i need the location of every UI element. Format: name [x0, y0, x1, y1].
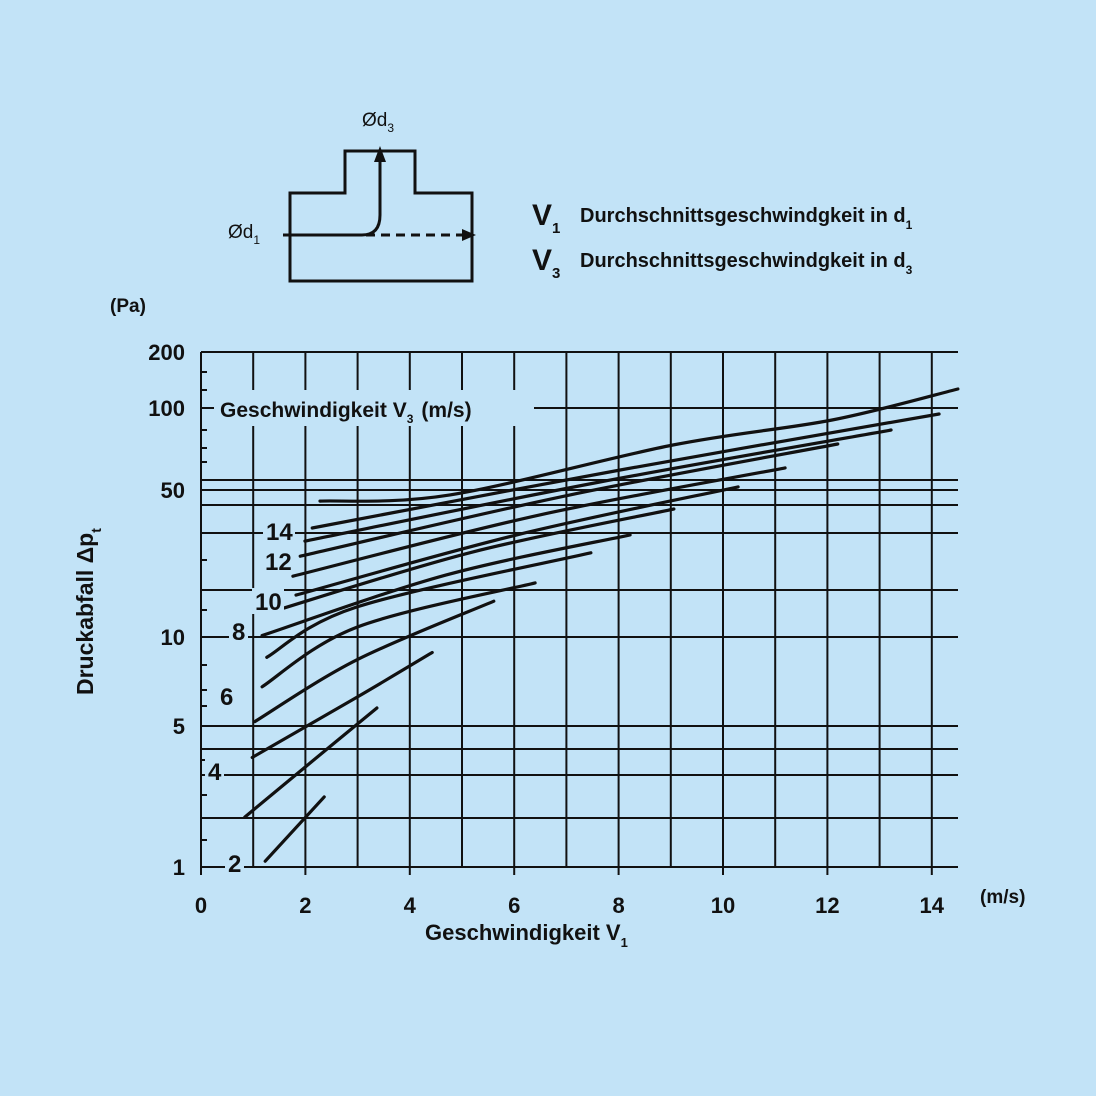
curve-label: 6	[220, 684, 233, 711]
y-tick-label: 100	[148, 396, 185, 421]
arrowhead-up-icon	[374, 146, 386, 162]
x-axis-label: Geschwindigkeit V1	[425, 920, 628, 950]
legend-item-v1: V1Durchschnittsgeschwindgkeit in d1	[532, 199, 913, 237]
curve-label: 4	[208, 759, 222, 786]
series-line-curve-8	[260, 533, 632, 638]
series-line-curve-11	[253, 599, 496, 724]
x-tick-label: 4	[404, 893, 417, 918]
series-line-curve-2	[310, 412, 941, 530]
y-axis-label: Druckabfall Δpt	[72, 528, 104, 695]
legend: V1Durchschnittsgeschwindgkeit in d1 V3Du…	[532, 199, 913, 282]
y-tick-label: 1	[173, 855, 185, 880]
label-d1: Ød1	[228, 222, 260, 247]
y-tick-label: 10	[161, 625, 185, 650]
series-line-curve-13	[243, 706, 379, 819]
curve-label: 10	[255, 589, 282, 616]
curve-label-bg	[252, 588, 284, 614]
x-tick-label: 12	[815, 893, 839, 918]
branch-flow-arrow	[283, 158, 382, 237]
x-tick-label: 14	[920, 893, 945, 918]
curve-label-bg	[205, 758, 224, 784]
tee-outline	[288, 149, 474, 283]
y-unit: (Pa)	[110, 296, 146, 317]
x-tick-label: 0	[195, 893, 207, 918]
series-line-curve-4	[298, 442, 840, 558]
arrowhead-right-icon	[462, 229, 476, 241]
series-line-curve-10	[260, 581, 537, 689]
x-unit: (m/s)	[980, 887, 1025, 908]
x-tick-label: 8	[612, 893, 624, 918]
series-title-bg	[214, 390, 534, 426]
grid	[200, 351, 958, 875]
series-line-curve-9	[265, 551, 593, 659]
curve-label: 8	[232, 619, 245, 646]
series-title: Geschwindigkeit V3 (m/s)	[220, 399, 472, 426]
curve-label-bg	[229, 618, 248, 644]
curve-label-bg	[263, 518, 295, 544]
x-tick-label: 6	[508, 893, 520, 918]
curves	[243, 387, 960, 863]
series-line-curve-7	[271, 507, 676, 613]
curve-label-bg	[217, 683, 236, 709]
series-line-curve-12	[250, 650, 434, 760]
curve-label-bg	[225, 850, 244, 876]
series-line-curve-3	[303, 428, 893, 543]
y-tick-label: 5	[173, 714, 185, 739]
series-line-curve-14	[263, 795, 326, 863]
curve-label: 14	[266, 519, 293, 546]
series-line-curve-6	[294, 485, 740, 597]
label-d3: Ød3	[362, 110, 394, 135]
curve-label: 2	[228, 851, 241, 878]
series-line-curve-5	[291, 466, 787, 578]
y-tick-label: 50	[161, 478, 185, 503]
legend-item-v3: V3Durchschnittsgeschwindgkeit in d3	[532, 244, 913, 282]
x-tick-label: 2	[299, 893, 311, 918]
series-line-curve-1	[318, 387, 960, 503]
curve-label: 12	[265, 549, 292, 576]
x-tick-label: 10	[711, 893, 735, 918]
y-tick-label: 200	[148, 340, 185, 365]
curve-label-bg	[262, 548, 294, 574]
curve-labels: 14 12 10 8 6 4 2	[205, 518, 295, 878]
tee-diagram	[283, 146, 476, 283]
